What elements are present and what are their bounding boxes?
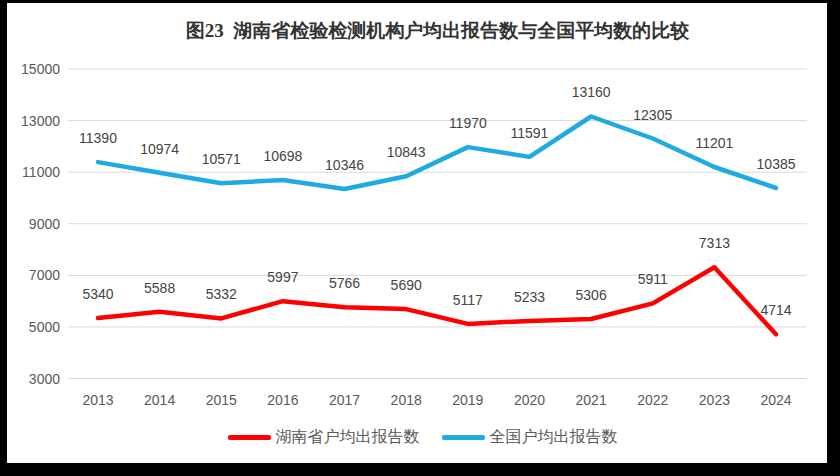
x-tick-label: 2013 [82, 392, 113, 408]
x-tick-label: 2018 [391, 392, 422, 408]
series-line-national [98, 117, 776, 190]
data-label: 5233 [514, 289, 545, 305]
data-label: 11591 [511, 125, 549, 141]
data-label: 10974 [140, 141, 179, 157]
data-label: 5911 [638, 271, 668, 287]
y-tick-label: 5000 [29, 319, 60, 335]
y-tick-label: 9000 [29, 216, 60, 232]
data-label: 10843 [387, 144, 426, 160]
y-tick-label: 3000 [29, 371, 60, 387]
series-line-hunan [98, 267, 776, 334]
data-label: 5340 [82, 286, 113, 302]
data-label: 10346 [325, 157, 364, 173]
x-tick-label: 2022 [637, 392, 668, 408]
national-line-swatch [442, 435, 485, 440]
plot-area: 3000 5000 7000 9000 11000 13000 15000 2013 2014 2… [7, 3, 827, 463]
y-tick-label: 13000 [21, 113, 60, 129]
data-label: 5332 [206, 286, 237, 302]
data-label: 5690 [391, 277, 422, 293]
x-tick-label: 2024 [760, 392, 791, 408]
legend-label-hunan: 湖南省户均出报告数 [276, 427, 420, 448]
chart-container: 图23 湖南省检验检测机构户均出报告数与全国平均数的比较 30005000700… [7, 3, 827, 463]
x-tick-label: 2017 [329, 392, 360, 408]
data-label: 11201 [695, 135, 733, 151]
y-tick-label: 11000 [22, 164, 60, 180]
x-tick-label: 2019 [452, 392, 483, 408]
legend-label-national: 全国户均出报告数 [490, 427, 618, 448]
hunan-line-swatch [228, 435, 271, 440]
data-label: 4714 [760, 302, 791, 318]
x-tick-label: 2016 [267, 392, 298, 408]
data-label: 5306 [576, 287, 607, 303]
y-tick-label: 7000 [29, 267, 60, 283]
x-tick-label: 2014 [144, 392, 175, 408]
legend-item-national: 全国户均出报告数 [442, 427, 618, 448]
data-label: 11390 [79, 130, 117, 146]
data-label: 10385 [757, 156, 796, 172]
data-label: 11970 [449, 115, 487, 131]
data-label: 10698 [263, 148, 302, 164]
data-label: 5997 [267, 269, 298, 285]
data-label: 13160 [572, 84, 611, 100]
legend: 湖南省户均出报告数 全国户均出报告数 [53, 427, 792, 448]
data-label: 10571 [202, 151, 241, 167]
data-label: 7313 [699, 235, 730, 251]
data-label: 5588 [144, 280, 175, 296]
x-tick-label: 2020 [514, 392, 545, 408]
data-label: 5117 [453, 292, 483, 308]
data-label: 5766 [329, 275, 360, 291]
x-tick-label: 2021 [576, 392, 607, 408]
y-tick-label: 15000 [21, 61, 60, 77]
x-tick-label: 2015 [206, 392, 237, 408]
legend-item-hunan: 湖南省户均出报告数 [228, 427, 420, 448]
x-tick-label: 2023 [699, 392, 730, 408]
data-label: 12305 [633, 107, 672, 123]
